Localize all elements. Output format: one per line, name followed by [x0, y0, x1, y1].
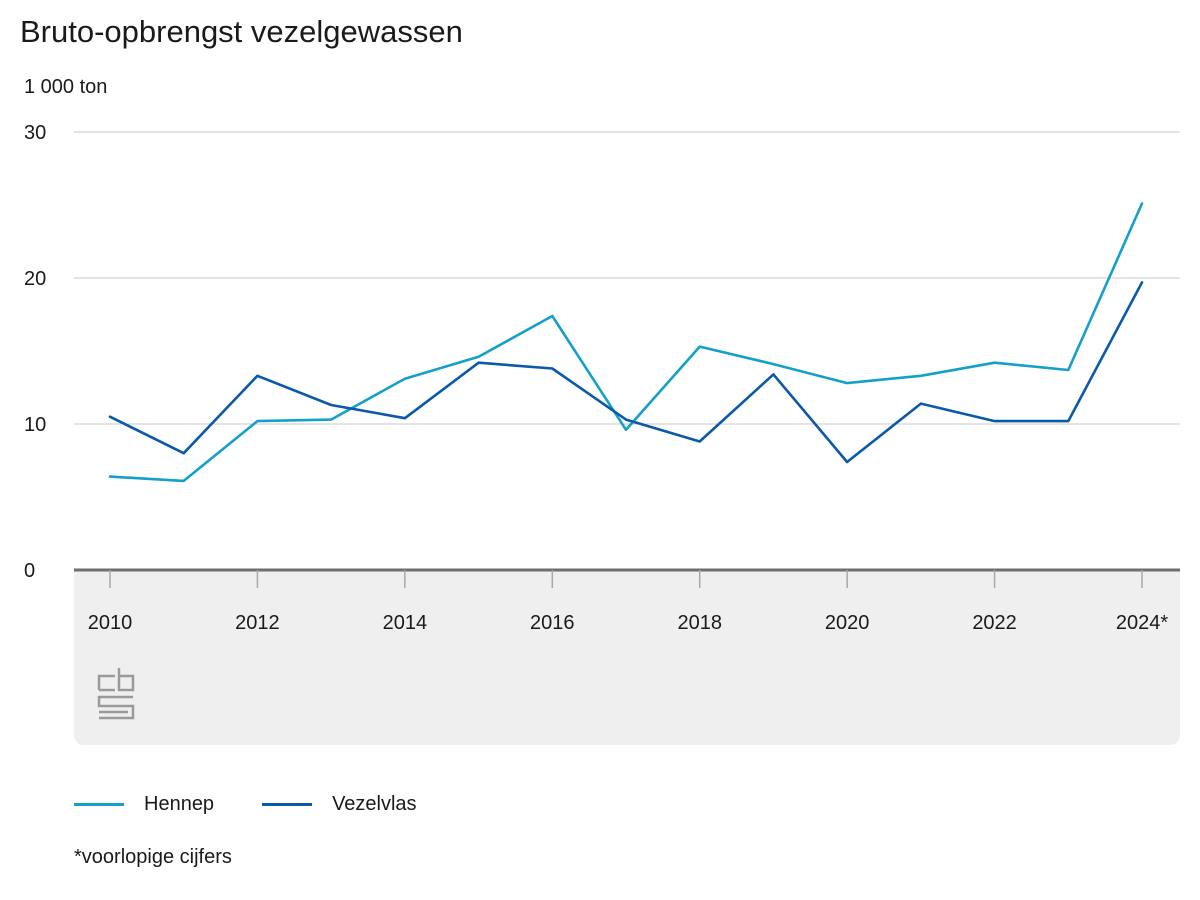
- y-tick-label-20: 20: [24, 268, 46, 290]
- x-tick-label-2018: 2018: [677, 612, 722, 634]
- x-tick-label-2024: 2024*: [1116, 612, 1168, 634]
- x-tick-label-2014: 2014: [383, 612, 428, 634]
- gridlines: [74, 131, 1180, 590]
- cbs-logo-icon: [97, 668, 135, 720]
- chart-title: Bruto-opbrengst vezelgewassen: [20, 14, 463, 49]
- x-ticks: 2010 2012 2014 2016 2018 2020 2022 2024*: [88, 570, 1168, 634]
- x-tick-label-2016: 2016: [530, 612, 575, 634]
- x-axis-panel: [74, 570, 1180, 745]
- legend-label-vezelvlas: Vezelvlas: [332, 793, 417, 815]
- legend-item-hennep[interactable]: Hennep: [74, 793, 214, 816]
- x-tick-label-2020: 2020: [825, 612, 870, 634]
- series-line-vezelvlas: [108, 281, 1144, 464]
- x-tick-label-2022: 2022: [972, 612, 1017, 634]
- legend: Hennep Vezelvlas: [74, 793, 465, 816]
- legend-item-vezelvlas[interactable]: Vezelvlas: [262, 793, 417, 816]
- series-line-hennep: [108, 202, 1144, 483]
- legend-label-hennep: Hennep: [144, 793, 215, 815]
- y-tick-labels: 0 10 20 30: [24, 122, 46, 582]
- x-tick-label-2010: 2010: [88, 612, 133, 634]
- y-tick-label-0: 0: [24, 560, 35, 582]
- legend-swatch-vezelvlas: [262, 803, 313, 806]
- x-tick-label-2012: 2012: [235, 612, 280, 634]
- y-tick-label-10: 10: [24, 414, 46, 436]
- legend-swatch-hennep: [74, 803, 124, 806]
- y-tick-label-30: 30: [24, 122, 46, 144]
- x-axis-panel-top: [74, 570, 1180, 590]
- footnote: *voorlopige cijfers: [74, 846, 232, 868]
- series-lines: [108, 202, 1144, 483]
- y-axis-unit: 1 000 ton: [24, 76, 108, 98]
